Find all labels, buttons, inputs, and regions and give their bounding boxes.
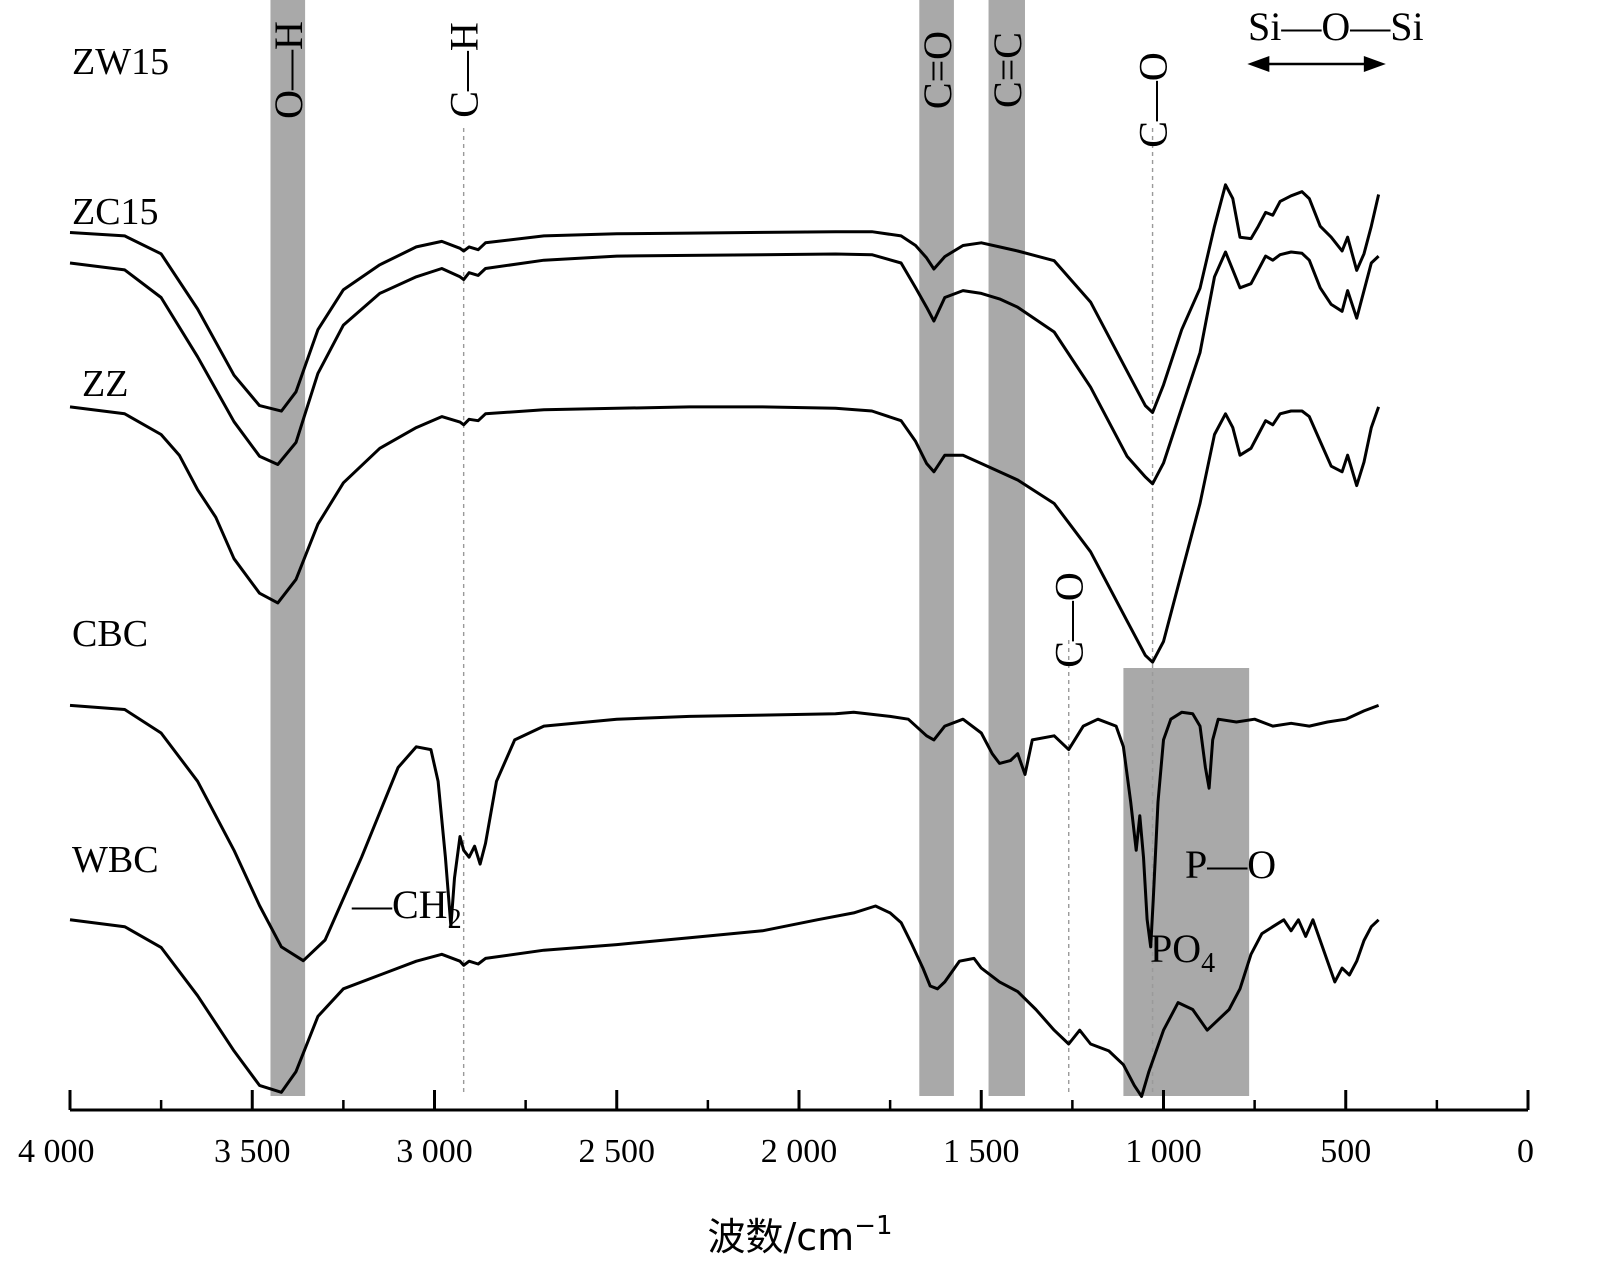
series-line — [69, 405, 1381, 664]
x-tick-label: 2 500 — [579, 1133, 656, 1170]
shaded-band — [270, 0, 306, 1096]
x-axis: 4 000 3 500 3 000 2 500 2 000 1 500 1 000 500 0 波… — [18, 1090, 1534, 1259]
arrow-head-right — [1363, 56, 1386, 72]
arrow-head-left — [1247, 56, 1270, 72]
x-tick-label: 2 000 — [761, 1133, 838, 1170]
band-label-co-double: C=O — [915, 31, 960, 109]
x-tick-label: 3 500 — [214, 1133, 291, 1170]
annotation-label: Si—O—Si — [1248, 4, 1424, 49]
series-name-label: ZW15 — [72, 41, 169, 83]
x-tick-label: 1 000 — [1125, 1133, 1202, 1170]
series-name-label: ZC15 — [72, 191, 159, 233]
shaded-bands — [270, 0, 1250, 1096]
band-label-oh: O—H — [266, 21, 311, 119]
x-tick-label: 500 — [1320, 1133, 1371, 1170]
x-axis-title-superscript: −1 — [854, 1211, 892, 1241]
annotation-subscript: 4 — [1201, 948, 1215, 979]
annotation-label: P—O — [1185, 842, 1276, 887]
annotation-subscript: 2 — [448, 904, 462, 935]
series-line — [69, 703, 1380, 963]
x-tick-label: 3 000 — [396, 1133, 473, 1170]
shaded-band — [988, 0, 1025, 1096]
shaded-band — [919, 0, 954, 1096]
x-axis-title: 波数/cm−1 — [707, 1211, 892, 1259]
series-line — [69, 183, 1381, 414]
series-line — [69, 904, 1380, 1098]
series-name-label: CBC — [72, 613, 148, 655]
series-name-label: ZZ — [82, 363, 128, 405]
x-tick-label: 1 500 — [943, 1133, 1020, 1170]
band-label-cc-double: C=C — [985, 32, 1030, 108]
dash-label-co-lower: C—O — [1047, 572, 1092, 668]
series-line — [69, 250, 1380, 486]
dash-label-ch: C—H — [442, 22, 487, 118]
x-tick-label: 0 — [1517, 1133, 1534, 1170]
spectra-series: ZW15 ZC15 ZZ CBC WBC — [69, 41, 1381, 1098]
annotation-label: —CH2 — [351, 882, 462, 935]
dash-label-co-upper: C—O — [1131, 52, 1176, 148]
x-tick-label: 4 000 — [18, 1133, 95, 1170]
dashed-reference-lines — [462, 128, 1154, 1096]
series-name-label: WBC — [72, 839, 159, 881]
